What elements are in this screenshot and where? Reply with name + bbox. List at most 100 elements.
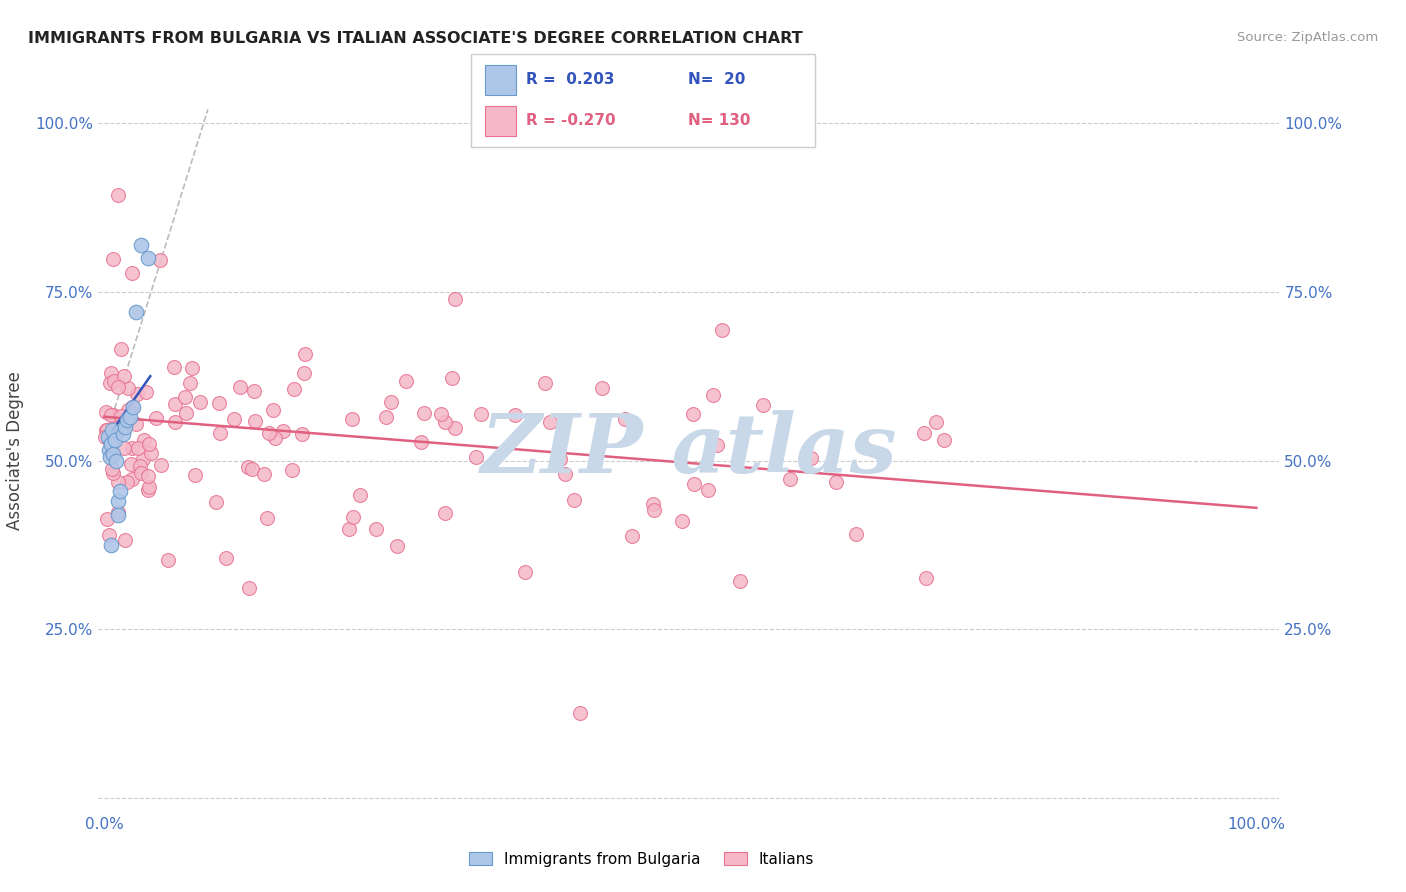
Point [409, 435, 432, 450]
Point [205, 494, 228, 508]
Point [111, 426, 134, 441]
Text: R =  0.203: R = 0.203 [526, 72, 614, 87]
Point [752, 398, 775, 412]
Point [174, 406, 197, 420]
Point [96, 423, 118, 437]
Point [934, 434, 956, 448]
Point [208, 425, 231, 440]
Text: Source: ZipAtlas.com: Source: ZipAtlas.com [1237, 31, 1378, 45]
Point [127, 441, 149, 455]
Point [337, 522, 360, 536]
Point [591, 381, 613, 395]
Point [430, 407, 453, 421]
Point [620, 528, 643, 542]
Point [136, 469, 159, 483]
Point [138, 437, 160, 451]
FancyBboxPatch shape [471, 54, 815, 147]
Point [100, 409, 122, 423]
Point [132, 434, 155, 448]
Text: IMMIGRANTS FROM BULGARIA VS ITALIAN ASSOCIATE'S DEGREE CORRELATION CHART: IMMIGRANTS FROM BULGARIA VS ITALIAN ASSO… [28, 31, 803, 46]
Point [173, 390, 195, 404]
Point [238, 581, 260, 595]
Point [150, 458, 173, 473]
Text: R = -0.270: R = -0.270 [526, 113, 616, 128]
Point [110, 483, 132, 498]
Point [112, 442, 135, 456]
Point [464, 450, 486, 464]
Point [548, 452, 571, 467]
Point [179, 376, 201, 390]
Point [342, 510, 364, 524]
Point [413, 406, 436, 420]
Point [94, 405, 117, 419]
Point [139, 446, 162, 460]
Point [697, 483, 720, 497]
Point [136, 483, 159, 498]
Point [114, 368, 136, 383]
Point [845, 527, 868, 541]
Point [96, 423, 118, 437]
Point [294, 346, 316, 360]
Point [291, 426, 314, 441]
Point [443, 421, 465, 435]
Text: N=  20: N= 20 [688, 72, 745, 87]
Point [503, 408, 526, 422]
Point [135, 385, 157, 400]
Point [184, 467, 207, 482]
Point [110, 343, 132, 357]
Point [100, 448, 122, 462]
Point [94, 430, 117, 444]
Point [262, 403, 284, 417]
Point [800, 450, 823, 465]
Point [671, 514, 693, 528]
Point [562, 492, 585, 507]
Point [125, 386, 148, 401]
Point [103, 252, 125, 266]
Point [149, 253, 172, 268]
Point [97, 430, 120, 444]
Point [165, 397, 187, 411]
Point [138, 479, 160, 493]
Point [96, 512, 118, 526]
Point [114, 533, 136, 548]
Point [98, 450, 121, 465]
Point [107, 505, 129, 519]
Point [256, 511, 278, 525]
Point [283, 382, 305, 396]
Point [208, 396, 231, 410]
Text: N= 130: N= 130 [688, 113, 751, 128]
Point [114, 420, 136, 434]
Point [779, 472, 801, 486]
Point [97, 443, 120, 458]
Point [131, 466, 153, 480]
Point [107, 475, 129, 489]
Point [702, 388, 724, 402]
Point [101, 423, 124, 437]
Point [364, 522, 387, 536]
Point [825, 475, 848, 489]
Point [387, 539, 409, 553]
Point [157, 553, 180, 567]
Point [121, 266, 143, 280]
Point [224, 412, 246, 426]
Y-axis label: Associate's Degree: Associate's Degree [7, 371, 24, 530]
Point [118, 409, 141, 424]
Point [236, 460, 259, 475]
Point [380, 394, 402, 409]
Point [515, 565, 537, 579]
Point [292, 366, 315, 380]
Point [240, 461, 263, 475]
Point [470, 407, 492, 421]
Point [245, 414, 267, 428]
Point [117, 402, 139, 417]
Point [264, 431, 287, 445]
Point [242, 384, 264, 398]
Point [925, 415, 948, 429]
Point [443, 292, 465, 306]
Point [434, 415, 457, 429]
Point [104, 453, 127, 467]
Point [115, 413, 138, 427]
Point [710, 323, 733, 337]
Point [540, 415, 562, 429]
Point [107, 508, 129, 522]
